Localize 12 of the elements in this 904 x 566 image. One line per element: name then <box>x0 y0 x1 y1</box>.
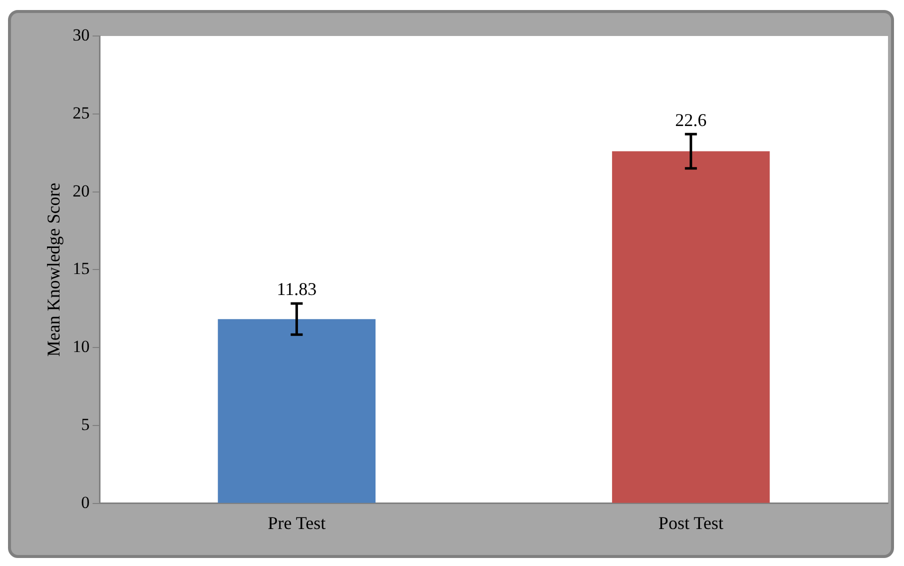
y-tick-label: 0 <box>81 492 90 512</box>
x-tick-label: Pre Test <box>268 512 326 533</box>
data-label: 11.83 <box>276 279 317 300</box>
y-tick-label: 30 <box>72 25 90 44</box>
data-label: 22.6 <box>675 110 707 130</box>
y-tick-label: 5 <box>81 414 90 434</box>
y-tick-label: 15 <box>72 259 90 278</box>
x-tick-label: Post Test <box>658 512 724 533</box>
y-tick-label: 25 <box>72 103 90 122</box>
y-tick-label: 10 <box>72 337 90 356</box>
y-tick-label: 20 <box>72 181 90 200</box>
y-axis-title: Mean Knowledge Score <box>44 182 64 357</box>
